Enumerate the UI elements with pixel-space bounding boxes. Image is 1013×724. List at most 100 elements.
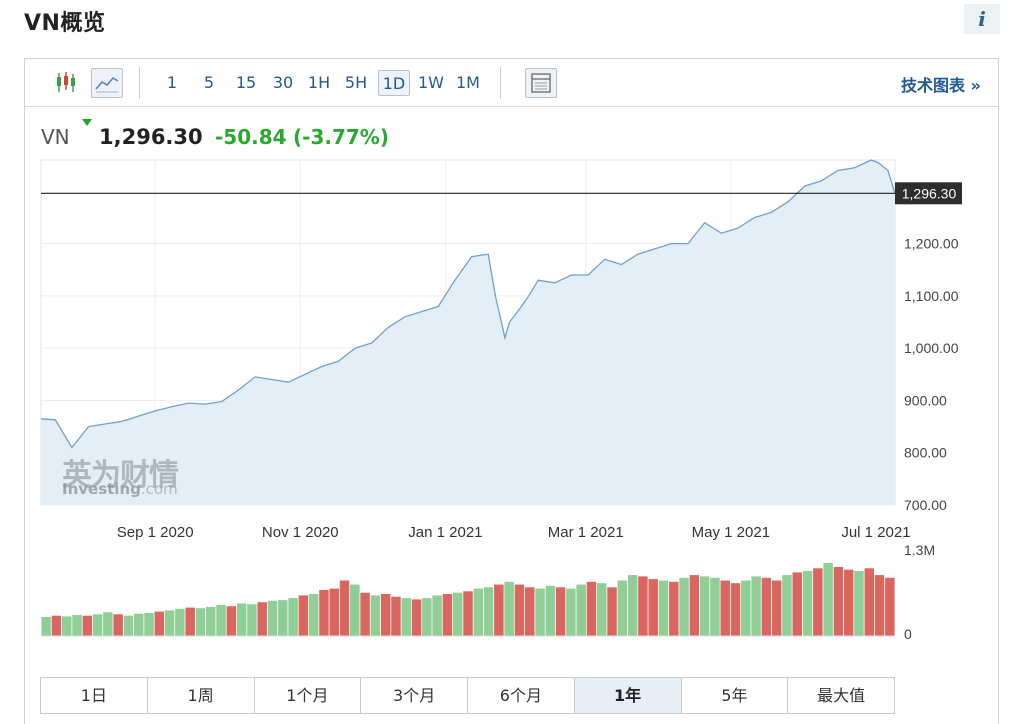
volume-bar [360, 592, 370, 636]
volume-bar [730, 583, 741, 636]
volume-bar [154, 611, 165, 636]
volume-bar [267, 600, 278, 636]
volume-bar [494, 584, 504, 636]
page-title: VN概览 [24, 11, 106, 36]
volume-bar [164, 610, 175, 636]
volume-bar [72, 615, 82, 636]
range-6m[interactable]: 6个月 [468, 678, 575, 713]
y-tick-label: 800.00 [904, 445, 947, 461]
chart-toolbar: 1 5 15 30 1H 5H 1D 1W 1M 技术图表 » [25, 59, 998, 107]
volume-max-label: 1.3M [904, 542, 935, 558]
volume-bar [278, 600, 288, 636]
volume-bar [751, 576, 761, 636]
volume-bar [308, 594, 319, 636]
watermark-en: Investing.com [62, 480, 178, 498]
volume-bar [226, 606, 237, 636]
range-max[interactable]: 最大值 [817, 686, 866, 705]
volume-bar [61, 616, 72, 636]
volume-bar [195, 608, 206, 636]
volume-bar [350, 584, 360, 636]
volume-bar [782, 575, 792, 636]
volume-bar [92, 614, 103, 636]
timeframe-5h[interactable]: 5H [344, 73, 368, 92]
volume-bar [524, 587, 535, 636]
volume-bar [813, 568, 823, 636]
volume-min-label: 0 [904, 626, 912, 642]
volume-bar [597, 583, 607, 636]
volume-bar [741, 580, 751, 636]
table-view-icon[interactable] [525, 68, 557, 98]
volume-bar [689, 575, 700, 636]
volume-bar [216, 604, 226, 636]
volume-bar [51, 615, 62, 636]
timeframe-1d[interactable]: 1D [378, 70, 410, 96]
volume-bar [854, 571, 864, 636]
timeframe-1[interactable]: 1 [166, 73, 178, 92]
x-tick-label: Jan 1 2021 [408, 524, 482, 541]
quote-price: 1,296.30 [99, 125, 203, 149]
y-tick-label: 1,100.00 [904, 288, 959, 304]
volume-bar [514, 584, 525, 636]
timeframe-1h[interactable]: 1H [307, 73, 331, 92]
volume-bar [113, 614, 123, 636]
volume-bar [607, 587, 617, 636]
volume-bar [535, 588, 545, 636]
volume-bar [545, 585, 556, 636]
volume-bar [648, 579, 658, 636]
quote-change-pct: (-3.77%) [293, 125, 389, 149]
timeframe-5[interactable]: 5 [203, 73, 215, 92]
range-1m[interactable]: 1个月 [255, 678, 362, 713]
info-button[interactable]: i [964, 4, 1000, 34]
volume-bar [504, 581, 514, 636]
watermark-cn: 英为财情 [62, 458, 179, 493]
volume-bar [82, 615, 93, 636]
technical-chart-link[interactable]: 技术图表 » [901, 76, 981, 95]
volume-bar [257, 602, 267, 636]
price-chart[interactable]: 1,296.30 1,200.00 1,100.00 1,000.00 900.00 80… [0, 0, 1013, 680]
volume-bar [411, 599, 422, 636]
timeframe-15[interactable]: 15 [235, 73, 257, 92]
volume-bar [144, 613, 154, 636]
x-tick-label: Jul 1 2021 [841, 524, 910, 541]
x-tick-label: Nov 1 2020 [262, 524, 339, 541]
volume-bar [473, 588, 484, 636]
volume-bar [679, 577, 689, 636]
volume-bar [802, 571, 813, 636]
range-1w[interactable]: 1周 [148, 678, 255, 713]
volume-bar [658, 580, 669, 636]
range-1d[interactable]: 1日 [41, 678, 148, 713]
x-tick-label: Mar 1 2021 [548, 524, 624, 541]
y-tick-label: 1,200.00 [904, 236, 959, 252]
volume-bar [391, 596, 401, 636]
volume-bar [103, 612, 113, 636]
timeframe-1w[interactable]: 1W [418, 73, 444, 92]
volume-bar [792, 572, 802, 636]
volume-bar [185, 607, 195, 636]
down-arrow-icon [82, 119, 92, 126]
volume-bar [370, 595, 381, 636]
volume-bar [236, 603, 247, 636]
y-tick-label: 700.00 [904, 497, 947, 513]
area-chart-icon[interactable] [91, 68, 123, 98]
toolbar-separator [139, 67, 140, 99]
timeframe-30[interactable]: 30 [272, 73, 294, 92]
range-1y[interactable]: 1年 [574, 678, 682, 713]
range-5y[interactable]: 5年 [682, 678, 789, 713]
candlestick-icon[interactable] [51, 68, 83, 98]
volume-bar [401, 598, 412, 636]
volume-bar [380, 594, 391, 636]
volume-bar [463, 591, 473, 636]
volume-bar [319, 590, 329, 636]
volume-bar [329, 588, 339, 636]
range-3m[interactable]: 3个月 [361, 678, 468, 713]
x-tick-label: Sep 1 2020 [117, 524, 194, 541]
y-tick-label: 1,000.00 [904, 340, 959, 356]
timeframe-1m[interactable]: 1M [456, 73, 480, 92]
volume-bar [627, 575, 638, 636]
volume-bar [422, 598, 432, 636]
volume-bar [833, 567, 844, 636]
volume-bar [483, 587, 494, 636]
y-tick-label: 900.00 [904, 392, 947, 408]
last-price-tag [895, 182, 962, 205]
volume-bar [566, 588, 576, 636]
